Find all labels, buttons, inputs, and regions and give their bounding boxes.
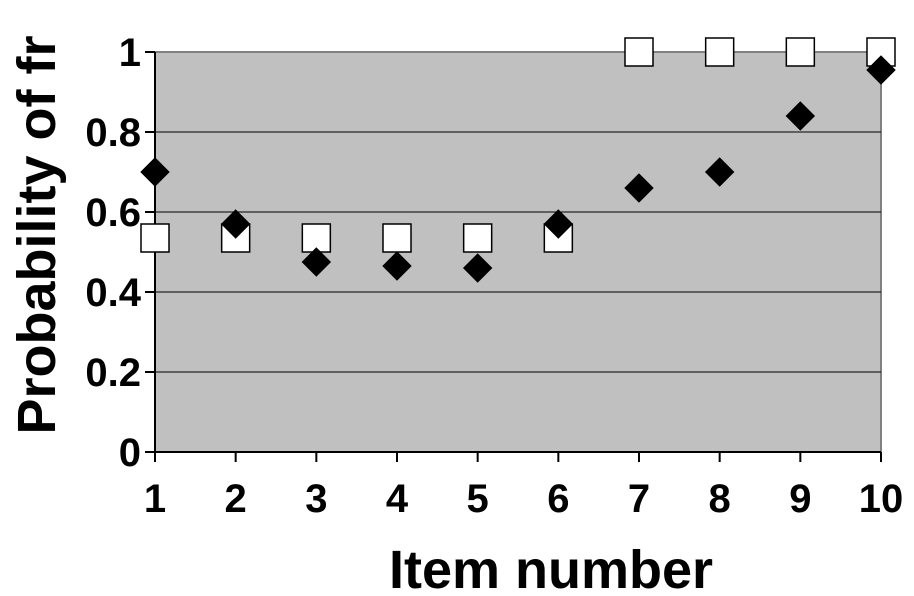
data-point-diamond — [543, 209, 574, 239]
data-point-square — [704, 37, 735, 67]
data-point-diamond — [382, 251, 412, 281]
x-tick-label: 5 — [467, 477, 489, 521]
grid-lines — [155, 131, 881, 373]
x-axis-title: Item number — [389, 540, 713, 596]
y-axis-title: Probability of fr — [7, 35, 67, 434]
data-point-square — [382, 223, 412, 253]
data-point-diamond — [785, 101, 816, 131]
y-tick-label: 0 — [119, 431, 141, 475]
x-tick-labels: 1 2 3 4 5 6 7 8 9 10 — [144, 477, 903, 521]
y-tick-label: 0.2 — [85, 351, 141, 395]
data-point-square — [785, 37, 816, 67]
data-point-diamond — [866, 55, 896, 85]
data-point-diamond — [704, 157, 735, 187]
data-point-diamond — [462, 253, 493, 283]
y-tick-label: 1 — [119, 31, 141, 75]
y-tick-labels: 0 0.2 0.4 0.6 0.8 1 — [85, 31, 141, 475]
data-point-diamond — [140, 157, 170, 187]
y-tick-label: 0.8 — [85, 111, 141, 155]
x-tick-label: 2 — [225, 477, 247, 521]
data-point-square — [462, 223, 493, 253]
y-tick-label: 0.4 — [85, 271, 141, 315]
x-tick-label: 7 — [628, 477, 650, 521]
plot-area — [154, 51, 882, 453]
data-point-diamond — [220, 209, 251, 239]
y-tick-label: 0.6 — [85, 191, 141, 235]
axes — [145, 51, 882, 462]
x-tick-label: 8 — [709, 477, 731, 521]
x-tick-label: 4 — [386, 477, 409, 521]
data-point-diamond — [624, 173, 654, 203]
x-tick-label: 6 — [547, 477, 569, 521]
x-tick-label: 10 — [859, 477, 904, 521]
data-series — [140, 37, 896, 283]
data-point-square — [624, 37, 654, 67]
x-tick-label: 1 — [144, 477, 166, 521]
data-point-square — [140, 223, 170, 253]
series-diamond — [140, 55, 896, 283]
data-point-diamond — [301, 247, 332, 277]
x-tick-label: 9 — [789, 477, 811, 521]
x-tick-label: 3 — [305, 477, 327, 521]
